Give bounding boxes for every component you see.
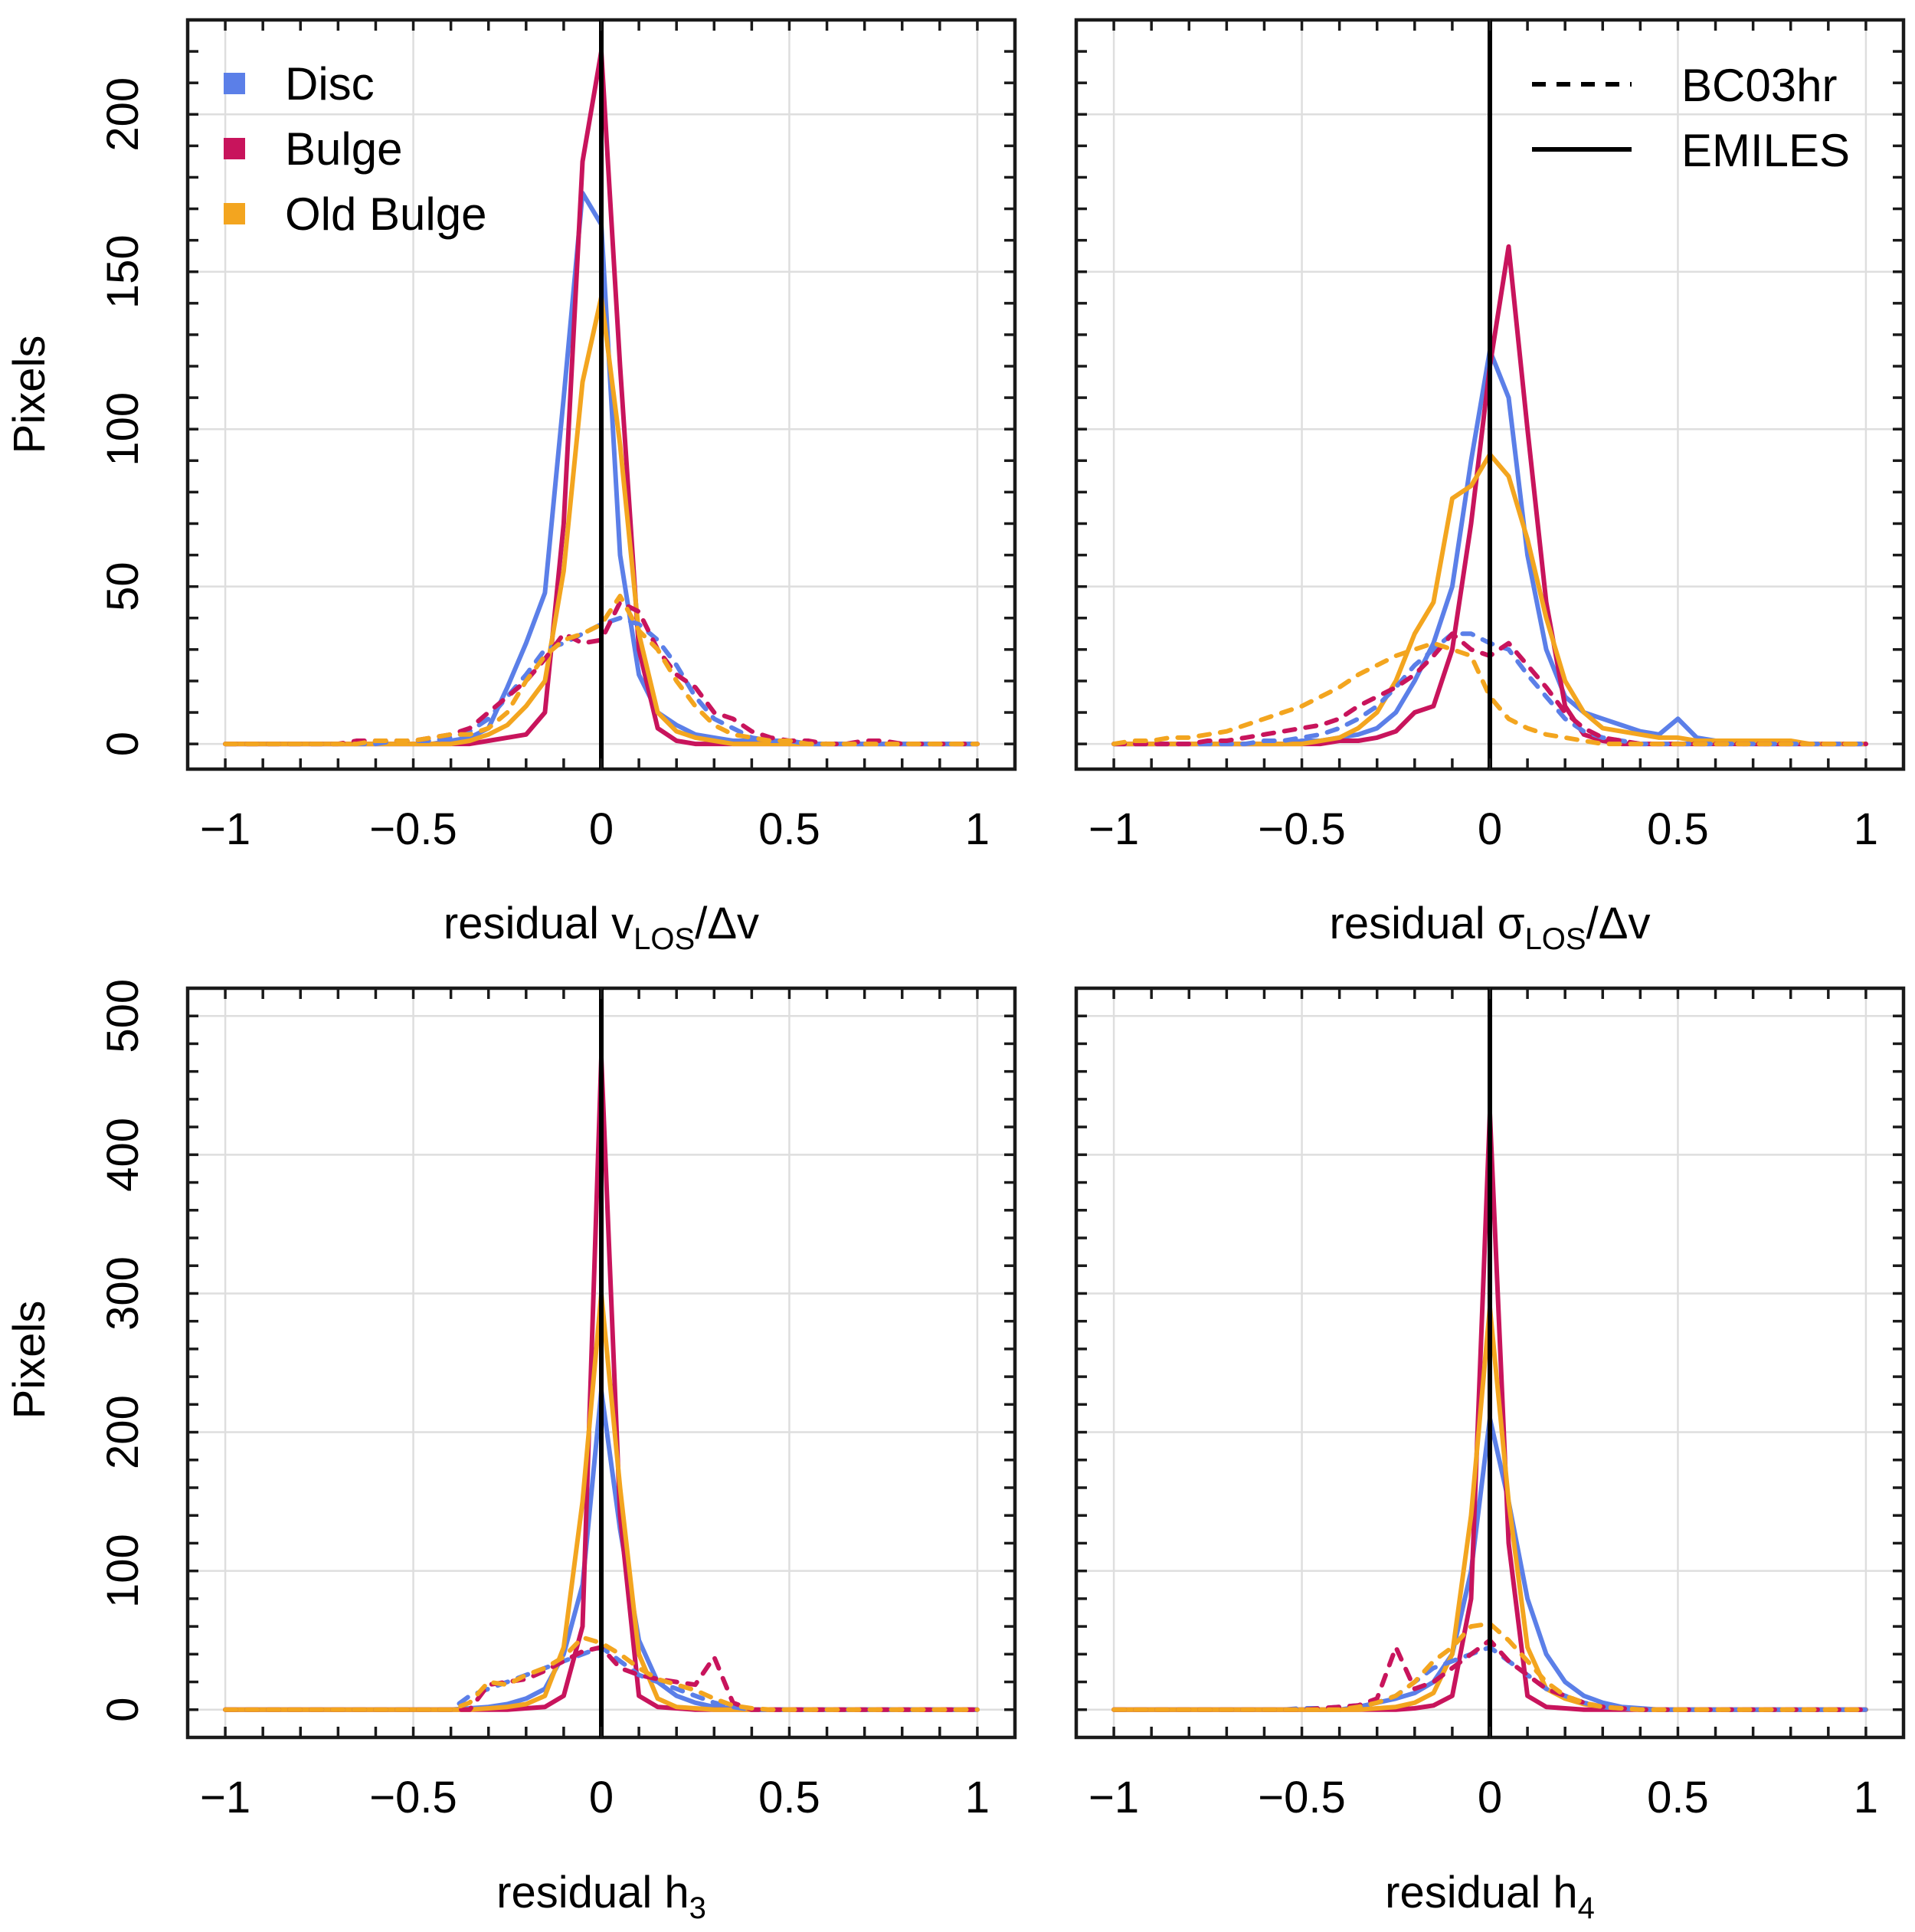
x-tick-label: 0.5 bbox=[758, 804, 820, 854]
x-axis-label-sub: LOS bbox=[633, 922, 695, 956]
legend-label-old-bulge: Old Bulge bbox=[285, 188, 487, 240]
y-tick-label: 400 bbox=[98, 1118, 148, 1192]
x-axis-label: residual h3 bbox=[496, 1868, 706, 1925]
y-tick-label: 50 bbox=[98, 562, 148, 611]
y-tick-label: 0 bbox=[98, 1698, 148, 1722]
panel-top-left: 0 50 100 150 200 −1 −0.5 0 0.5 1 Pixels residual… bbox=[5, 18, 1017, 956]
x-axis-label-sub: 4 bbox=[1578, 1891, 1595, 1925]
x-axis-label-main: residual h bbox=[1385, 1868, 1577, 1917]
ticks bbox=[1076, 18, 1904, 769]
x-tick-labels: −1 −0.5 0 0.5 1 bbox=[1088, 804, 1878, 854]
legend-swatch-disc bbox=[224, 73, 245, 94]
legend-components: Disc Bulge Old Bulge bbox=[224, 58, 487, 240]
x-axis-label-sub: LOS bbox=[1525, 922, 1586, 956]
x-axis-label: residual σLOS/Δv bbox=[1330, 899, 1651, 956]
x-tick-label: 1 bbox=[965, 1773, 990, 1822]
x-axis-label-main: residual h bbox=[496, 1868, 689, 1917]
legend-label-disc: Disc bbox=[285, 58, 375, 110]
y-axis-label: Pixels bbox=[5, 1301, 54, 1420]
ticks bbox=[1076, 987, 1904, 1737]
x-tick-label: −0.5 bbox=[369, 804, 457, 854]
x-axis-label-sub: 3 bbox=[689, 1891, 706, 1925]
x-tick-label: 0.5 bbox=[758, 1773, 820, 1822]
legend-label-emiles: EMILES bbox=[1681, 125, 1850, 176]
x-tick-label: 0 bbox=[589, 1773, 614, 1822]
x-tick-label: −0.5 bbox=[1258, 1773, 1346, 1822]
legend-label-bulge: Bulge bbox=[285, 123, 402, 175]
legend-swatch-old-bulge bbox=[224, 203, 245, 224]
x-tick-label: 1 bbox=[965, 804, 990, 854]
x-tick-labels: −1 −0.5 0 0.5 1 bbox=[1088, 1773, 1878, 1822]
y-tick-label: 200 bbox=[98, 77, 148, 152]
x-axis-label-main: residual v bbox=[444, 899, 633, 948]
legend-label-bc03hr: BC03hr bbox=[1681, 60, 1837, 111]
x-tick-labels: −1 −0.5 0 0.5 1 bbox=[200, 804, 990, 854]
x-tick-label: 0 bbox=[1478, 1773, 1502, 1822]
x-tick-labels: −1 −0.5 0 0.5 1 bbox=[200, 1773, 990, 1822]
y-tick-labels: 0 50 100 150 200 bbox=[98, 77, 148, 756]
x-tick-label: 0.5 bbox=[1647, 804, 1709, 854]
ticks bbox=[188, 987, 1015, 1737]
x-axis-label-main: residual σ bbox=[1330, 899, 1525, 948]
series-old-bulge-bc03hr bbox=[223, 594, 980, 747]
x-axis-label: residual vLOS/Δv bbox=[444, 899, 759, 956]
x-tick-label: −0.5 bbox=[1258, 804, 1346, 854]
panel-top-right: −1 −0.5 0 0.5 1 residual σLOS/Δv BC03hr EMIL… bbox=[1074, 18, 1906, 956]
x-tick-label: −1 bbox=[200, 804, 250, 854]
x-tick-label: −1 bbox=[1088, 1773, 1139, 1822]
x-tick-label: 0 bbox=[1478, 804, 1502, 854]
y-tick-label: 300 bbox=[98, 1256, 148, 1331]
legend-swatch-bulge bbox=[224, 138, 245, 159]
x-axis-label-tail: /Δv bbox=[695, 899, 759, 948]
series-old-bulge-bc03hr bbox=[1111, 640, 1868, 747]
y-tick-label: 150 bbox=[98, 234, 148, 309]
ticks bbox=[188, 18, 1015, 769]
x-tick-label: −0.5 bbox=[369, 1773, 457, 1822]
legend-libraries: BC03hr EMILES bbox=[1532, 60, 1850, 176]
y-tick-label: 0 bbox=[98, 732, 148, 756]
y-tick-label: 100 bbox=[98, 392, 148, 467]
x-axis-label-tail: /Δv bbox=[1586, 899, 1651, 948]
x-tick-label: 0.5 bbox=[1647, 1773, 1709, 1822]
y-tick-label: 500 bbox=[98, 979, 148, 1053]
x-axis-label: residual h4 bbox=[1385, 1868, 1595, 1925]
panel-bottom-right: −1 −0.5 0 0.5 1 residual h4 bbox=[1074, 986, 1906, 1925]
y-axis-label: Pixels bbox=[5, 336, 54, 454]
series-old-bulge-bc03hr bbox=[223, 1635, 980, 1712]
x-tick-label: 0 bbox=[589, 804, 614, 854]
y-tick-labels: 0 100 200 300 400 500 bbox=[98, 979, 148, 1722]
x-tick-label: −1 bbox=[200, 1773, 250, 1822]
panel-bottom-left: 0 100 200 300 400 500 −1 −0.5 0 0.5 1 Pixels resi… bbox=[5, 979, 1017, 1925]
y-tick-label: 100 bbox=[98, 1534, 148, 1608]
x-tick-label: 1 bbox=[1854, 804, 1878, 854]
x-tick-label: −1 bbox=[1088, 804, 1139, 854]
x-tick-label: 1 bbox=[1854, 1773, 1878, 1822]
y-tick-label: 200 bbox=[98, 1395, 148, 1469]
